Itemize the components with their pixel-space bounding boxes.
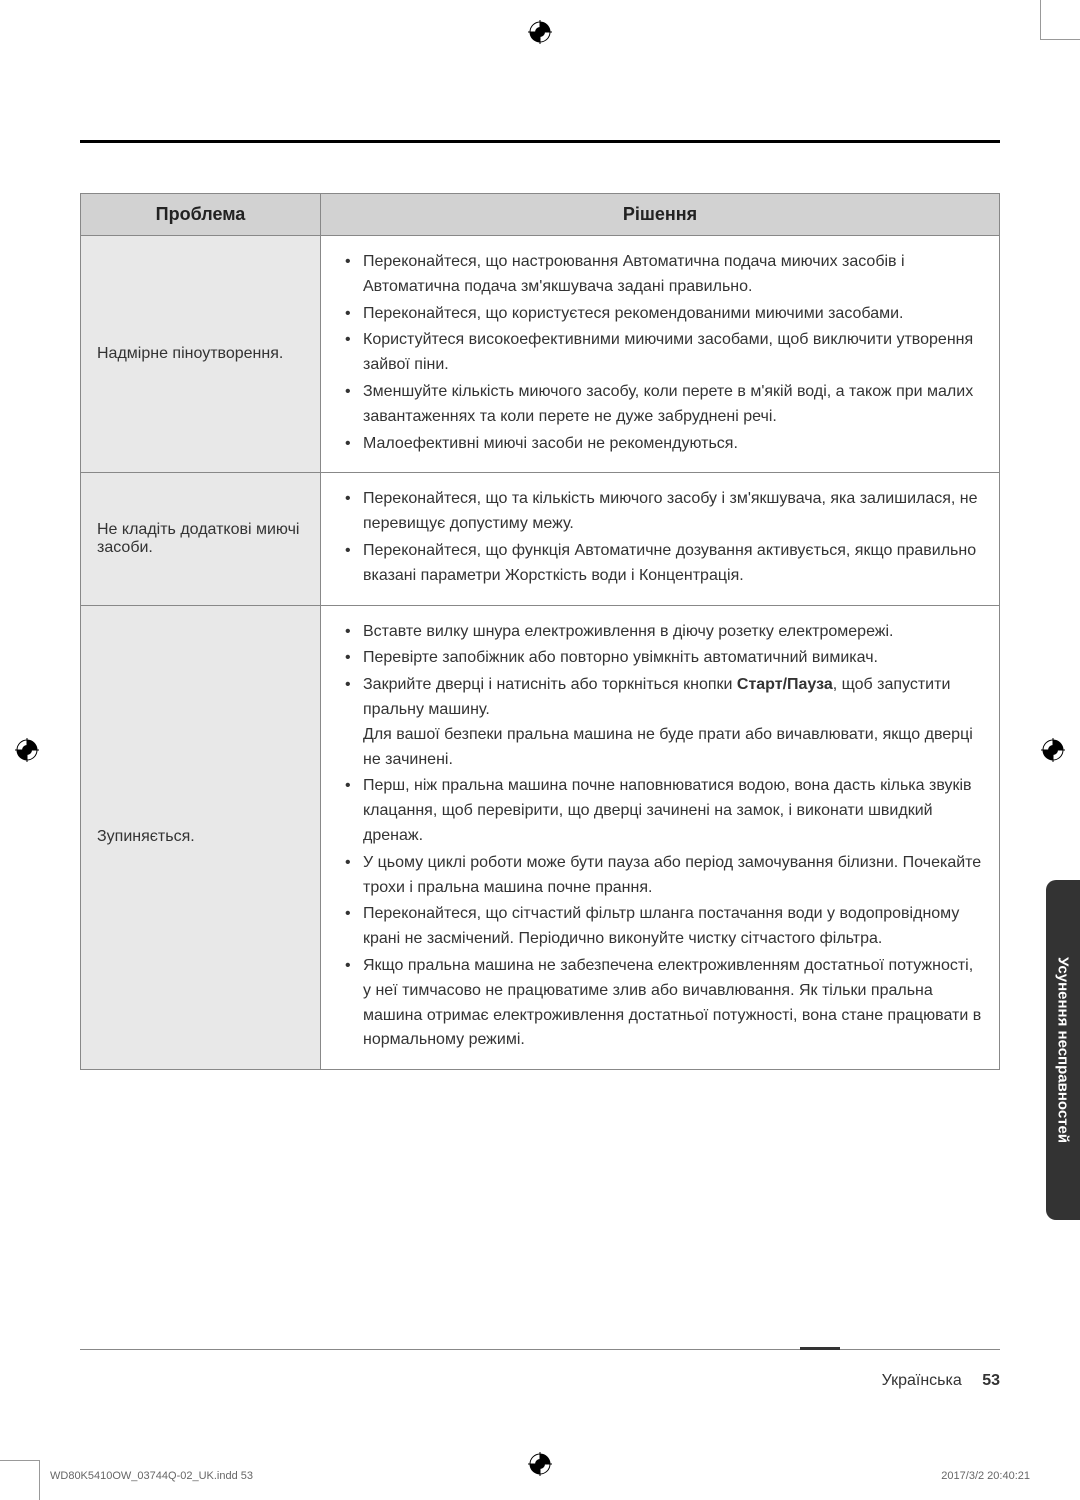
section-tab-label: Усунення несправностей bbox=[1055, 957, 1072, 1143]
solution-cell: Переконайтеся, що настроювання Автоматич… bbox=[321, 236, 1000, 473]
page-footer: Українська 53 bbox=[882, 1372, 1000, 1390]
footer-page-number: 53 bbox=[982, 1372, 1000, 1389]
column-header-problem: Проблема bbox=[81, 194, 321, 236]
list-item: Користуйтеся високоефективними миючими з… bbox=[337, 328, 983, 378]
column-header-solution: Рішення bbox=[321, 194, 1000, 236]
text-span: Закрийте дверці і натисніть або торкніть… bbox=[363, 676, 737, 693]
list-item: У цьому циклі роботи може бути пауза або… bbox=[337, 851, 983, 901]
list-item: Перевірте запобіжник або повторно увімкн… bbox=[337, 646, 983, 671]
problem-cell: Не кладіть додаткові миючі засоби. bbox=[81, 473, 321, 605]
table-row: Не кладіть додаткові миючі засоби. Перек… bbox=[81, 473, 1000, 605]
list-item: Малоефективні миючі засоби не рекомендую… bbox=[337, 432, 983, 457]
page-content: Проблема Рішення Надмірне піноутворення.… bbox=[80, 60, 1000, 1440]
list-item: Переконайтеся, що та кількість миючого з… bbox=[337, 487, 983, 537]
footer-rule bbox=[80, 1349, 1000, 1350]
list-item: Переконайтеся, що функція Автоматичне до… bbox=[337, 539, 983, 589]
print-file-name: WD80K5410OW_03744Q-02_UK.indd 53 bbox=[50, 1470, 253, 1482]
problem-cell: Зупиняється. bbox=[81, 605, 321, 1070]
print-timestamp: 2017/3/2 20:40:21 bbox=[941, 1470, 1030, 1482]
table-row: Зупиняється. Вставте вилку шнура електро… bbox=[81, 605, 1000, 1070]
registration-mark-icon bbox=[1041, 738, 1065, 762]
crop-mark bbox=[1040, 0, 1080, 40]
registration-mark-icon bbox=[15, 738, 39, 762]
continuation-line: Для вашої безпеки пральна машина не буде… bbox=[363, 723, 983, 773]
list-item: Зменшуйте кількість миючого засобу, коли… bbox=[337, 380, 983, 430]
list-item: Вставте вилку шнура електроживлення в ді… bbox=[337, 620, 983, 645]
troubleshooting-table: Проблема Рішення Надмірне піноутворення.… bbox=[80, 193, 1000, 1070]
footer-dash bbox=[800, 1347, 840, 1350]
registration-mark-icon bbox=[528, 20, 552, 44]
section-tab: Усунення несправностей bbox=[1046, 880, 1080, 1220]
bold-text: Старт/Пауза bbox=[737, 676, 833, 693]
list-item: Перш, ніж пральна машина почне наповнюва… bbox=[337, 774, 983, 848]
table-row: Надмірне піноутворення. Переконайтеся, щ… bbox=[81, 236, 1000, 473]
list-item: Переконайтеся, що настроювання Автоматич… bbox=[337, 250, 983, 300]
list-item: Переконайтеся, що користуєтеся рекомендо… bbox=[337, 302, 983, 327]
footer-language: Українська bbox=[882, 1372, 962, 1389]
list-item: Переконайтеся, що сітчастий фільтр шланг… bbox=[337, 902, 983, 952]
crop-mark bbox=[0, 1460, 40, 1500]
top-rule bbox=[80, 140, 1000, 143]
problem-cell: Надмірне піноутворення. bbox=[81, 236, 321, 473]
list-item: Якщо пральна машина не забезпечена елект… bbox=[337, 954, 983, 1053]
print-footer: WD80K5410OW_03744Q-02_UK.indd 53 2017/3/… bbox=[50, 1470, 1030, 1482]
solution-cell: Вставте вилку шнура електроживлення в ді… bbox=[321, 605, 1000, 1070]
list-item: Закрийте дверці і натисніть або торкніть… bbox=[337, 673, 983, 772]
solution-cell: Переконайтеся, що та кількість миючого з… bbox=[321, 473, 1000, 605]
